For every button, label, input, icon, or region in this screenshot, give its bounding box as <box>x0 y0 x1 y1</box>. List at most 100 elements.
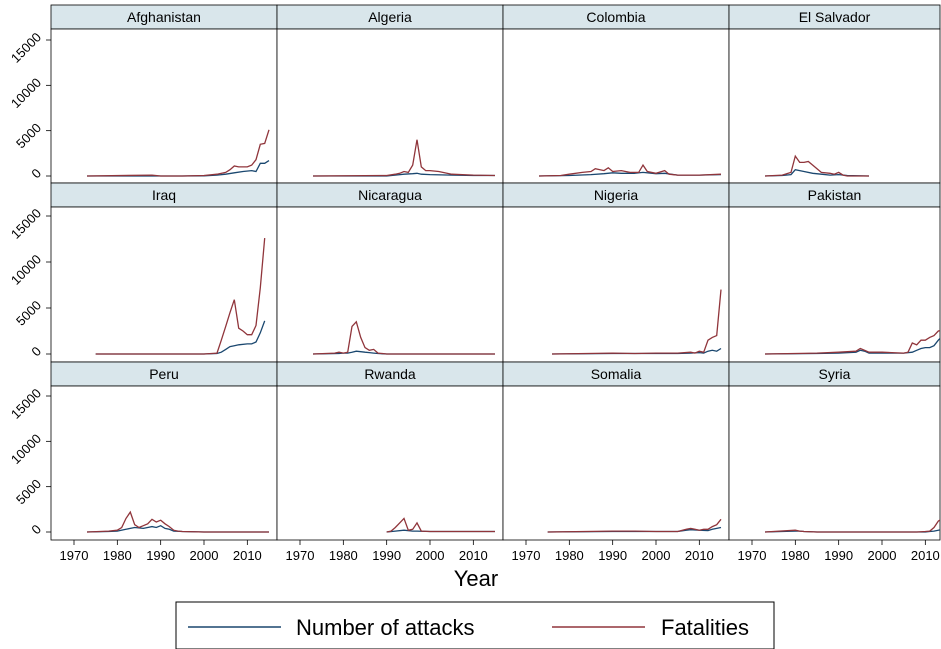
panel-strip <box>276 182 504 208</box>
y-tick-label: 0 <box>28 522 44 538</box>
panel-title: Peru <box>149 366 179 382</box>
x-tick-label: 1980 <box>555 548 584 563</box>
y-tick-label: 10000 <box>8 431 44 467</box>
series-fatalities-line <box>764 519 940 533</box>
series-fatalities-line <box>547 518 722 533</box>
series-fatalities-line <box>86 510 269 533</box>
panel-rwanda: Rwanda <box>276 361 504 541</box>
series-fatalities-line <box>312 320 495 355</box>
y-tick-label: 0 <box>28 166 44 182</box>
panel-title: Nicaragua <box>358 187 422 203</box>
plot-area <box>502 206 730 363</box>
plot-area <box>276 28 504 184</box>
y-tick-label: 5000 <box>13 476 44 507</box>
panel-el-salvador: El Salvador <box>728 4 941 184</box>
panel-strip <box>728 182 941 208</box>
panel-title: Rwanda <box>364 366 416 382</box>
plot-area <box>728 28 941 184</box>
panel-title: Somalia <box>591 366 642 382</box>
x-tick-label: 1970 <box>286 548 315 563</box>
x-tick-label: 2000 <box>190 548 219 563</box>
panel-title: Algeria <box>368 9 412 25</box>
panel-colombia: Colombia <box>502 4 730 184</box>
x-tick-label: 2010 <box>685 548 714 563</box>
series-fatalities-line <box>551 289 722 355</box>
x-tick-label: 2000 <box>416 548 445 563</box>
series-fatalities-line <box>386 517 495 533</box>
panel-pakistan: Pakistan <box>728 182 941 363</box>
x-tick-label: 1970 <box>60 548 89 563</box>
x-tick-label: 1980 <box>103 548 132 563</box>
x-tick-label: 1990 <box>146 548 175 563</box>
panel-nigeria: Nigeria <box>502 182 730 363</box>
series-fatalities-line <box>95 238 266 355</box>
panel-strip <box>728 4 941 30</box>
x-tick-label: 2010 <box>233 548 262 563</box>
panel-somalia: Somalia <box>502 361 730 541</box>
y-tick-label: 0 <box>28 344 44 360</box>
x-axis-title: Year <box>454 566 498 591</box>
x-tick-label: 1990 <box>372 548 401 563</box>
x-tick-label: 1990 <box>598 548 627 563</box>
y-tick-label: 15000 <box>8 206 44 242</box>
legend-label-attacks: Number of attacks <box>296 615 475 640</box>
y-tick-label: 15000 <box>8 386 44 422</box>
panels-layer: Afghanistan Algeria Colombia El Salvador Ira… <box>50 4 941 541</box>
series-attacks-line <box>313 172 495 177</box>
plot-area <box>50 206 278 363</box>
panel-strip <box>728 361 941 387</box>
plot-area <box>728 385 941 541</box>
panel-iraq: Iraq <box>50 182 278 363</box>
panel-strip <box>502 361 730 387</box>
panel-strip <box>50 361 278 387</box>
panel-strip <box>502 182 730 208</box>
panel-title: Syria <box>819 366 851 382</box>
panel-title: El Salvador <box>799 9 871 25</box>
panel-syria: Syria <box>728 361 941 541</box>
legend-label-fatalities: Fatalities <box>661 615 749 640</box>
panel-nicaragua: Nicaragua <box>276 182 504 363</box>
panel-title: Afghanistan <box>127 9 201 25</box>
panel-strip <box>502 4 730 30</box>
series-fatalities-line <box>764 154 869 177</box>
series-fatalities-line <box>86 129 270 177</box>
x-tick-label: 1980 <box>781 548 810 563</box>
panel-afghanistan: Afghanistan <box>50 4 278 184</box>
series-fatalities-line <box>538 163 722 177</box>
axes-layer: 0 5000 10000 15000 0 5000 10000 15000 1970 1980 19… <box>8 30 940 563</box>
panel-algeria: Algeria <box>276 4 504 184</box>
plot-area <box>276 385 504 541</box>
legend-box <box>175 601 775 649</box>
panel-strip <box>276 361 504 387</box>
y-tick-label: 10000 <box>8 252 44 288</box>
panel-title: Iraq <box>152 187 176 203</box>
plot-area <box>276 206 504 363</box>
x-tick-label: 2010 <box>911 548 940 563</box>
plot-area <box>50 28 278 184</box>
panel-strip <box>50 4 278 30</box>
x-tick-label: 1970 <box>512 548 541 563</box>
plot-area <box>728 206 941 363</box>
x-tick-label: 2000 <box>868 548 897 563</box>
plot-area <box>502 385 730 541</box>
plot-area <box>50 385 278 541</box>
panel-title: Colombia <box>586 9 645 25</box>
plot-area <box>502 28 730 184</box>
panel-title: Pakistan <box>808 187 862 203</box>
series-fatalities-line <box>764 329 940 355</box>
y-tick-label: 5000 <box>13 298 44 329</box>
panel-strip <box>276 4 504 30</box>
y-tick-label: 10000 <box>8 75 44 111</box>
panel-title: Nigeria <box>594 187 639 203</box>
x-tick-label: 1990 <box>824 548 853 563</box>
x-tick-label: 2000 <box>642 548 671 563</box>
x-tick-label: 1970 <box>738 548 767 563</box>
panel-peru: Peru <box>50 361 278 541</box>
legend: Number of attacks Fatalities <box>175 601 775 649</box>
series-fatalities-line <box>312 139 496 177</box>
y-tick-label: 15000 <box>8 30 44 66</box>
x-tick-label: 2010 <box>459 548 488 563</box>
y-tick-label: 5000 <box>13 120 44 151</box>
x-tick-label: 1980 <box>329 548 358 563</box>
